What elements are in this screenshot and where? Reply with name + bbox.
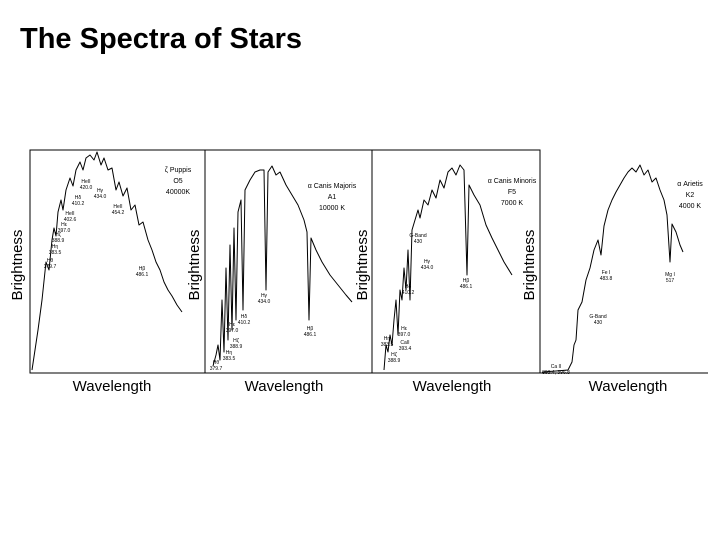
line-name: G-Band — [589, 314, 606, 320]
y-axis-label: Brightness — [521, 230, 538, 301]
line-name: HeII — [65, 211, 74, 217]
line-name: Hη — [52, 244, 59, 250]
line-wavelength: 397.0 — [58, 228, 71, 234]
line-name: Hε — [229, 322, 236, 328]
line-wavelength: 430 — [594, 320, 603, 326]
spectrum — [31, 151, 183, 371]
x-axis-label: Wavelength — [589, 378, 668, 395]
line-name: Hγ — [97, 188, 104, 194]
spectrum — [541, 164, 684, 373]
star-info: 7000 K — [501, 200, 524, 207]
x-axis-label: Wavelength — [73, 378, 152, 395]
star-info: A1 — [328, 194, 337, 201]
line-name: Mg I — [665, 272, 675, 278]
line-wavelength: 434.0 — [421, 265, 434, 271]
x-axis-label: Wavelength — [413, 378, 492, 395]
line-name: Ca II — [551, 364, 562, 370]
line-name: Hη — [226, 350, 233, 356]
line-name: CaII — [400, 340, 409, 346]
line-wavelength: 388.9 — [388, 358, 401, 364]
line-wavelength: 388.9 — [52, 238, 65, 244]
line-name: Hβ — [307, 326, 314, 332]
star-info: K2 — [686, 192, 695, 199]
line-name: Hθ — [213, 360, 220, 366]
spectrum — [212, 165, 353, 367]
star-info: α Canis Majoris — [308, 183, 357, 190]
line-wavelength: 410.2 — [402, 290, 415, 296]
star-info: 4000 K — [679, 203, 702, 210]
line-wavelength: 434.0 — [258, 299, 271, 305]
line-wavelength: 379.7 — [44, 264, 57, 270]
star-info: ζ Puppis — [165, 167, 192, 174]
line-name: Hβ — [463, 278, 470, 284]
line-wavelength: 430 — [414, 239, 423, 245]
line-wavelength: 410.2 — [238, 320, 251, 326]
line-wavelength: 486.1 — [460, 284, 473, 290]
line-wavelength: 420.0 — [80, 185, 93, 191]
line-wavelength: 517 — [666, 278, 675, 284]
panel-frames — [29, 149, 708, 374]
line-wavelength: 379.7 — [210, 366, 223, 372]
spectrum — [383, 164, 513, 371]
y-axis-label: Brightness — [9, 230, 26, 301]
line-name: Fe I — [602, 270, 611, 276]
y-axis-label: Brightness — [354, 230, 371, 301]
x-axis-label: Wavelength — [245, 378, 324, 395]
star-info: 40000K — [166, 189, 190, 196]
line-wavelength: 383.5 — [49, 250, 62, 256]
line-name: Hδ — [75, 195, 82, 201]
line-wavelength: 393.4, 396.8 — [542, 370, 570, 376]
line-wavelength: 410.2 — [72, 201, 85, 207]
star-info: 10000 K — [319, 205, 345, 212]
line-name: Hγ — [424, 259, 431, 265]
line-name: Hζ — [55, 232, 62, 238]
line-name: Hδ — [405, 284, 412, 290]
line-wavelength: 388.9 — [230, 344, 243, 350]
star-info: α Arietis — [677, 181, 703, 188]
line-name: Hβ — [139, 266, 146, 272]
line-name: Hδ — [241, 314, 248, 320]
line-wavelength: 397.0 — [398, 332, 411, 338]
line-name: Hγ — [261, 293, 268, 299]
line-wavelength: 454.2 — [112, 210, 125, 216]
line-wavelength: 486.1 — [136, 272, 149, 278]
line-name: G-Band — [409, 233, 426, 239]
line-name: Hε — [401, 326, 408, 332]
line-name: Hζ — [391, 352, 398, 358]
star-info: F5 — [508, 189, 516, 196]
y-axis-label: Brightness — [186, 230, 203, 301]
line-name: Hη — [384, 336, 391, 342]
line-wavelength: 383.5 — [381, 342, 394, 348]
line-name: HeII — [81, 179, 90, 185]
line-wavelength: 483.8 — [600, 276, 613, 282]
line-wavelength: 393.4 — [399, 346, 412, 352]
line-wavelength: 397.0 — [226, 328, 239, 334]
line-wavelength: 486.1 — [304, 332, 317, 338]
line-name: Hζ — [233, 338, 240, 344]
star-info: O5 — [173, 178, 182, 185]
line-name: Hε — [61, 222, 68, 228]
line-name: Hθ — [47, 258, 54, 264]
line-wavelength: 402.6 — [64, 217, 77, 223]
title: The Spectra of Stars — [20, 23, 302, 55]
star-info: α Canis Minoris — [488, 178, 537, 185]
line-wavelength: 434.0 — [94, 194, 107, 200]
line-name: HeII — [113, 204, 122, 210]
line-wavelength: 383.5 — [223, 356, 236, 362]
